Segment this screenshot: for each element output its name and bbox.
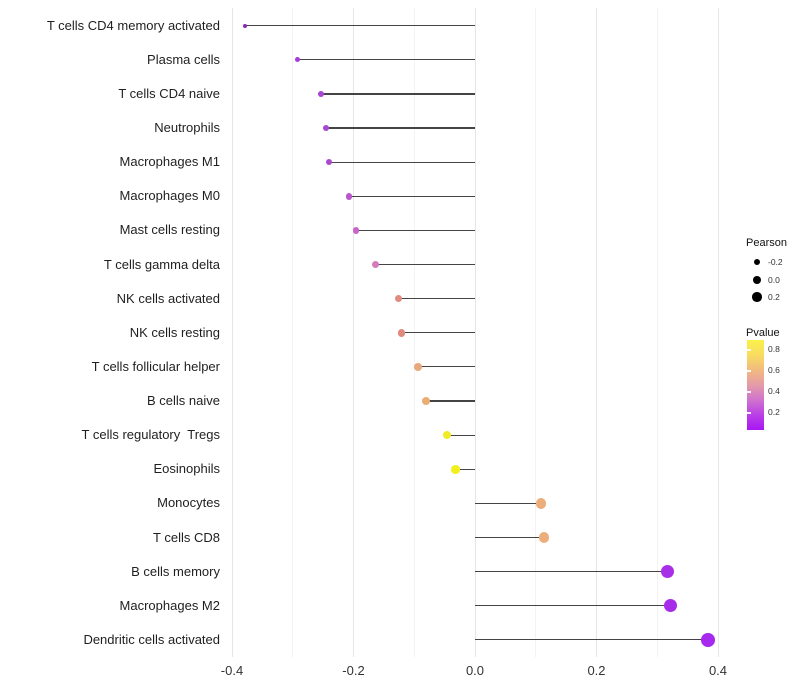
pvalue-tick-label: 0.4 [768,386,780,396]
pvalue-gradient-tick [747,349,751,351]
lollipop-dot [397,329,406,337]
legend-size-label: -0.2 [768,257,783,267]
lollipop-dot [536,498,547,509]
category-label: T cells CD4 memory activated [46,17,220,33]
lollipop-dot [451,464,460,474]
lollipop-dot [326,159,333,166]
pvalue-gradient-bar [747,340,764,430]
category-label: NK cells activated [116,290,220,306]
category-label: Mast cells resting [119,222,220,238]
lollipop-stem [475,605,670,607]
category-label: B cells memory [131,563,220,579]
lollipop-stem [475,639,708,641]
x-tick-label: -0.2 [342,663,365,678]
category-label: T cells regulatory Tregs [81,427,220,443]
major-gridline [353,8,354,657]
lollipop-stem [475,502,542,504]
category-label: T cells CD8 [153,529,220,545]
pvalue-gradient-tick [747,412,751,414]
lollipop-stem [475,571,668,573]
lollipop-dot [700,632,715,647]
lollipop-stem [355,229,475,231]
x-tick-label: 0.2 [587,663,606,678]
lollipop-dot [372,261,380,268]
lollipop-stem [245,25,475,27]
major-gridline [596,8,597,657]
pearson-legend-title: Pearson [746,237,787,249]
lollipop-stem [455,468,475,470]
lollipop-dot [243,23,248,28]
category-label: Macrophages M1 [119,154,220,170]
category-label: NK cells resting [129,324,220,340]
pvalue-gradient-tick [747,370,751,372]
lollipop-stem [297,59,475,61]
major-gridline [474,8,476,657]
lollipop-dot [663,599,677,613]
x-tick-label: 0.4 [708,663,728,678]
legend-size-dot [752,292,762,302]
category-label: Plasma cells [147,51,220,67]
category-label: T cells gamma delta [103,256,220,272]
lollipop-stem [320,93,475,95]
category-label: Dendritic cells activated [83,631,220,647]
legend-size-label: 0.2 [768,292,780,302]
minor-gridline [292,8,294,657]
pvalue-legend-title: Pvalue [746,327,780,339]
lollipop-dot [317,91,324,97]
category-label: T cells follicular helper [91,358,220,374]
minor-gridline [656,8,658,657]
pvalue-gradient-tick [747,391,751,393]
category-label: Eosinophils [153,461,221,477]
lollipop-dot [422,397,431,406]
lollipop-dot [413,362,422,371]
category-label: Macrophages M0 [119,188,220,204]
major-gridline [231,8,233,657]
lollipop-stem [326,127,475,129]
legend-size-label: 0.0 [768,274,780,285]
lollipop-stem [447,434,475,436]
lollipop-dot [539,532,550,543]
pvalue-tick-label: 0.2 [768,407,780,417]
lollipop-stem [349,195,475,197]
legend-size-dot [753,275,761,284]
lollipop-stem [417,366,475,368]
major-gridline [717,8,719,657]
pvalue-tick-label: 0.8 [768,344,780,354]
minor-gridline [535,8,537,657]
lollipop-stem [401,332,475,334]
lollipop-stem [375,263,475,266]
legend-size-dot [753,258,761,266]
x-tick-label: -0.4 [220,663,244,678]
lollipop-stem [426,400,475,402]
lollipop-dot [442,430,452,440]
pvalue-tick-label: 0.6 [768,365,780,375]
lollipop-dot [346,193,353,200]
lollipop-dot [394,294,403,303]
category-label: B cells naive [147,393,220,409]
category-label: T cells CD4 naive [118,85,220,101]
lollipop-dot [352,227,360,234]
lollipop-stem [329,161,475,163]
x-tick-label: 0.0 [465,663,485,678]
category-label: Monocytes [157,495,220,511]
category-label: Neutrophils [154,120,220,136]
lollipop-stem [475,536,545,539]
lollipop-stem [398,298,475,300]
category-label: Macrophages M2 [119,597,220,613]
lollipop-dot [294,57,301,63]
lollipop-dot [323,125,330,132]
lollipop-dot [661,565,675,579]
